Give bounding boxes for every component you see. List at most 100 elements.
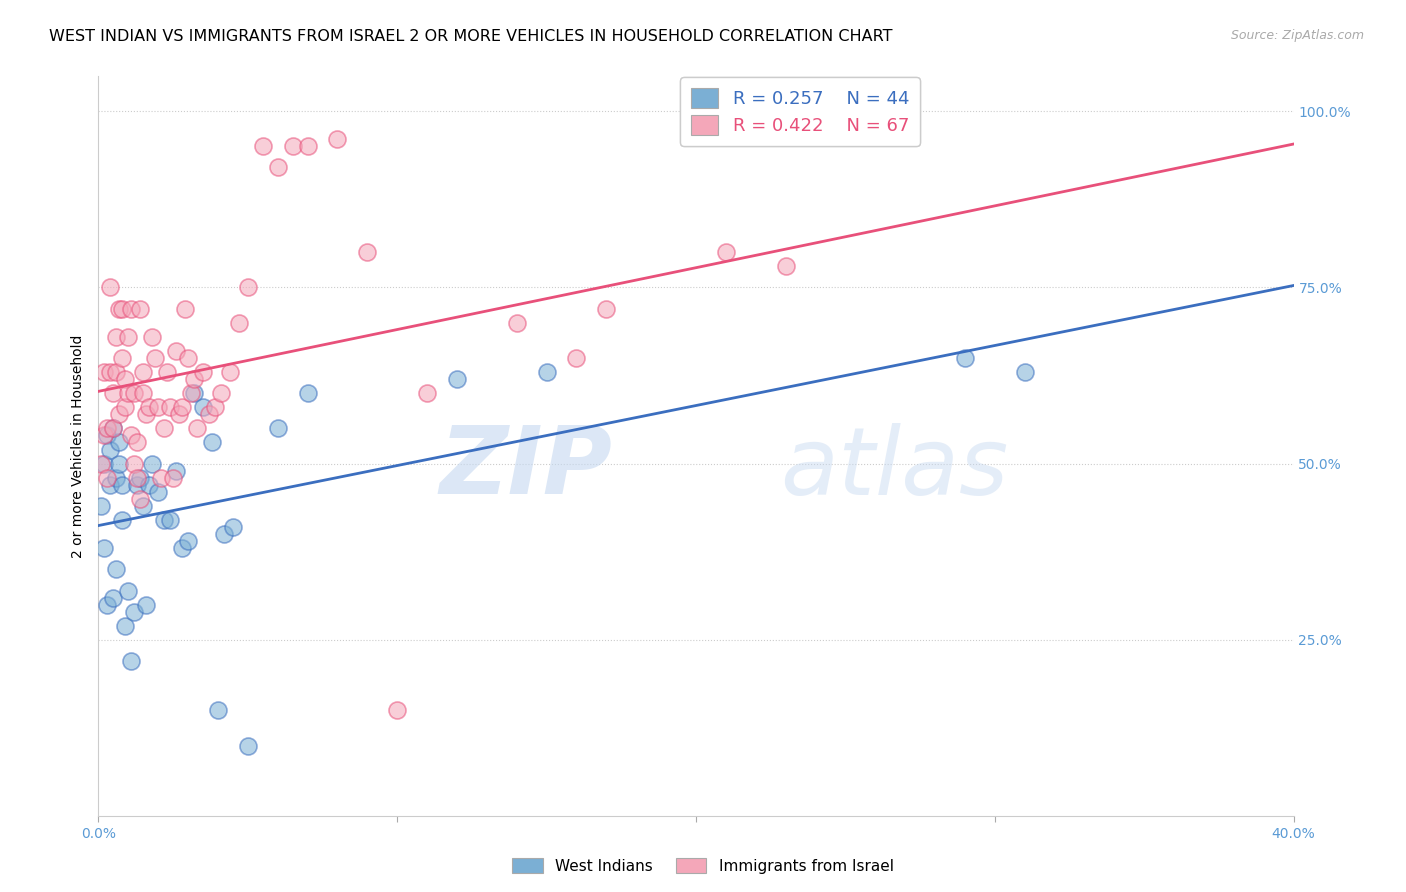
Point	[207, 703, 229, 717]
Point	[98, 477, 122, 491]
Point	[172, 541, 194, 556]
Legend: R = 0.257    N = 44, R = 0.422    N = 67: R = 0.257 N = 44, R = 0.422 N = 67	[681, 78, 920, 146]
Point	[105, 365, 128, 379]
Point	[117, 386, 139, 401]
Point	[103, 386, 125, 401]
Point	[138, 401, 160, 415]
Point	[120, 428, 142, 442]
Point	[236, 280, 259, 294]
Point	[201, 435, 224, 450]
Point	[114, 619, 136, 633]
Point	[148, 401, 170, 415]
Point	[1014, 365, 1036, 379]
Point	[138, 477, 160, 491]
Point	[127, 471, 149, 485]
Point	[252, 139, 274, 153]
Point	[127, 477, 149, 491]
Point	[135, 598, 157, 612]
Point	[204, 401, 226, 415]
Point	[209, 386, 232, 401]
Point	[96, 598, 118, 612]
Point	[162, 471, 184, 485]
Point	[111, 351, 134, 365]
Point	[565, 351, 588, 365]
Text: ZIP: ZIP	[440, 422, 613, 514]
Point	[159, 401, 181, 415]
Point	[326, 132, 349, 146]
Point	[105, 562, 128, 576]
Point	[174, 301, 197, 316]
Point	[124, 386, 146, 401]
Point	[105, 329, 128, 343]
Point	[167, 407, 190, 421]
Point	[180, 386, 202, 401]
Point	[446, 372, 468, 386]
Point	[129, 301, 152, 316]
Point	[191, 365, 214, 379]
Point	[132, 499, 155, 513]
Point	[93, 541, 115, 556]
Point	[212, 527, 235, 541]
Point	[236, 739, 259, 753]
Point	[114, 372, 136, 386]
Point	[96, 428, 118, 442]
Point	[267, 161, 290, 175]
Point	[198, 407, 221, 421]
Point	[228, 316, 250, 330]
Point	[297, 386, 319, 401]
Point	[124, 605, 146, 619]
Point	[714, 245, 737, 260]
Point	[117, 583, 139, 598]
Point	[135, 407, 157, 421]
Point	[93, 365, 115, 379]
Text: atlas: atlas	[779, 423, 1008, 514]
Point	[267, 421, 290, 435]
Point	[156, 365, 179, 379]
Point	[953, 351, 976, 365]
Point	[222, 520, 245, 534]
Point	[111, 301, 134, 316]
Point	[506, 316, 529, 330]
Point	[105, 471, 128, 485]
Point	[103, 421, 125, 435]
Point	[172, 401, 194, 415]
Point	[93, 457, 115, 471]
Legend: West Indians, Immigrants from Israel: West Indians, Immigrants from Israel	[506, 852, 900, 880]
Point	[103, 591, 125, 605]
Point	[150, 471, 173, 485]
Point	[159, 513, 181, 527]
Point	[129, 491, 152, 506]
Point	[120, 301, 142, 316]
Point	[96, 471, 118, 485]
Point	[111, 513, 134, 527]
Point	[143, 351, 166, 365]
Point	[103, 421, 125, 435]
Point	[148, 484, 170, 499]
Point	[93, 428, 115, 442]
Point	[356, 245, 378, 260]
Point	[165, 343, 187, 358]
Point	[108, 457, 131, 471]
Point	[165, 464, 187, 478]
Point	[98, 442, 122, 457]
Point	[111, 477, 134, 491]
Point	[141, 329, 163, 343]
Point	[117, 329, 139, 343]
Point	[98, 280, 122, 294]
Point	[90, 499, 112, 513]
Point	[129, 471, 152, 485]
Point	[98, 365, 122, 379]
Point	[183, 372, 205, 386]
Point	[183, 386, 205, 401]
Point	[141, 457, 163, 471]
Point	[219, 365, 242, 379]
Text: WEST INDIAN VS IMMIGRANTS FROM ISRAEL 2 OR MORE VEHICLES IN HOUSEHOLD CORRELATIO: WEST INDIAN VS IMMIGRANTS FROM ISRAEL 2 …	[49, 29, 893, 44]
Point	[416, 386, 439, 401]
Point	[186, 421, 208, 435]
Point	[127, 435, 149, 450]
Point	[536, 365, 558, 379]
Point	[153, 513, 176, 527]
Text: Source: ZipAtlas.com: Source: ZipAtlas.com	[1230, 29, 1364, 42]
Point	[177, 351, 200, 365]
Point	[153, 421, 176, 435]
